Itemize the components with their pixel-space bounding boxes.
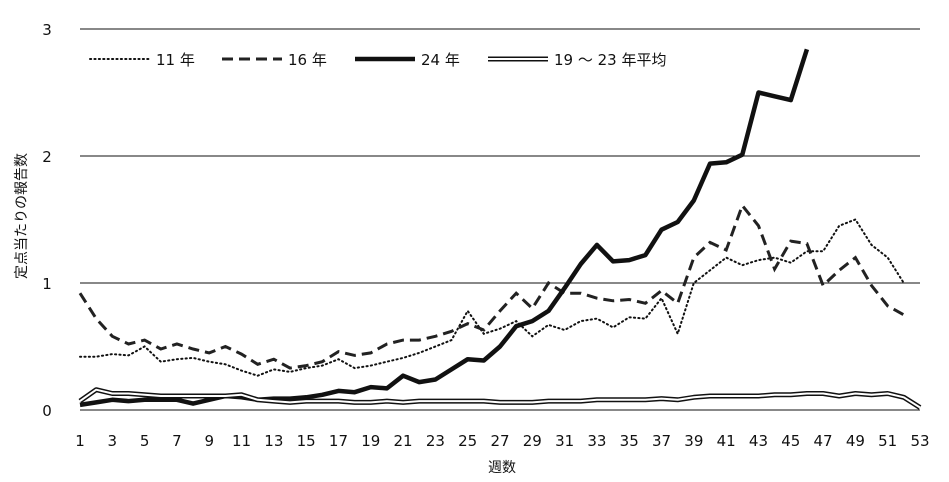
x-axis-title: 週数 (488, 460, 516, 476)
x-tick-label: 13 (264, 432, 283, 450)
y-axis-title: 定点当たりの報告数 (14, 153, 30, 279)
x-tick-label: 1 (75, 432, 85, 450)
x-tick-label: 45 (781, 432, 800, 450)
series-line (79, 388, 921, 409)
y-tick-label: 0 (42, 402, 52, 420)
x-tick-label: 51 (878, 432, 897, 450)
x-tick-label: 25 (458, 432, 477, 450)
x-tick-label: 23 (426, 432, 445, 450)
series-1 (79, 218, 905, 377)
series-lines (78, 48, 922, 410)
legend-label: 16 年 (288, 51, 327, 69)
x-tick-label: 47 (814, 432, 833, 450)
x-tick-label: 15 (297, 432, 316, 450)
x-tick-label: 11 (232, 432, 251, 450)
y-tick-label: 3 (42, 21, 52, 39)
x-tick-label: 35 (620, 432, 639, 450)
x-tick-label: 49 (846, 432, 865, 450)
series-2 (78, 202, 905, 370)
y-tick-label: 2 (42, 148, 52, 166)
x-tick-label: 53 (910, 432, 929, 450)
x-tick-label: 19 (361, 432, 380, 450)
legend-item: 24 年 (355, 51, 460, 69)
series-line (79, 218, 905, 377)
series-3 (79, 48, 810, 408)
series-4 (78, 387, 922, 410)
legend-label: 11 年 (156, 51, 195, 69)
legend-label: 24 年 (421, 51, 460, 69)
x-tick-label: 3 (108, 432, 118, 450)
x-tick-label: 21 (394, 432, 413, 450)
x-tick-label: 31 (555, 432, 574, 450)
grid-lines (80, 28, 920, 411)
x-tick-label: 17 (329, 432, 348, 450)
x-tick-label: 29 (523, 432, 542, 450)
series-line (78, 202, 905, 370)
x-tick-label: 5 (140, 432, 150, 450)
legend-item: 16 年 (222, 51, 327, 69)
legend: 11 年 16 年 24 年 19 ～ 23 年平均 (89, 51, 666, 69)
x-tick-label: 9 (204, 432, 214, 450)
series-line (79, 48, 810, 408)
x-tick-label: 43 (749, 432, 768, 450)
x-tick-label: 33 (587, 432, 606, 450)
legend-item: 11 年 (89, 51, 195, 69)
legend-label: 19 ～ 23 年平均 (554, 51, 666, 69)
x-tick-label: 39 (684, 432, 703, 450)
legend-item: 19 ～ 23 年平均 (488, 51, 666, 69)
y-tick-label: 1 (42, 275, 52, 293)
x-tick-label: 27 (490, 432, 509, 450)
x-tick-label: 41 (717, 432, 736, 450)
x-tick-label: 7 (172, 432, 182, 450)
x-tick-label: 37 (652, 432, 671, 450)
